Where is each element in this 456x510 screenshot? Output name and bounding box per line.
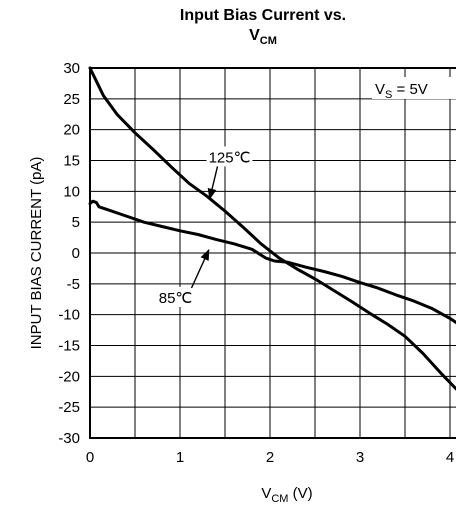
y-tick-label: 5 [72,214,80,231]
y-tick-label: 15 [63,153,80,170]
x-axis-label: VCM (V) [261,485,312,505]
chart-title-line1: Input Bias Current vs. [180,7,346,24]
annotation-arrow [207,166,219,200]
annotation-label-bg [206,146,253,167]
y-tick-label: 0 [72,245,80,262]
y-axis-label: INPUT BIAS CURRENT (pA) [28,157,45,350]
y-tick-label: 10 [63,183,80,200]
plot-frame [89,67,456,439]
condition-label: VS = 5V [375,81,428,101]
y-axis-ticks: 30 25 20 15 10 5 0 -5 -10 -15 -20 -25 -30 [58,60,80,447]
y-tick-label: -15 [58,338,80,355]
y-tick-label: -30 [58,430,80,447]
x-tick-label: 3 [356,449,364,466]
series-line-85c [88,199,456,325]
annotations: 125℃ 85℃ [152,146,253,308]
x-tick-label: 4 [446,449,454,466]
y-tick-label: -10 [58,307,80,324]
annotation-arrow [190,248,210,289]
series-layer [88,66,456,391]
annotation-label: 125℃ [209,149,251,166]
x-tick-label: 0 [86,449,94,466]
annotation-label-bg [152,287,199,308]
x-tick-label: 1 [176,449,184,466]
y-tick-label: 30 [63,60,80,77]
y-tick-label: 25 [63,91,80,108]
x-tick-label: 2 [266,449,274,466]
y-tick-label: 20 [63,122,80,139]
y-tick-label: -5 [67,276,80,293]
chart-title-line2: VCM [249,27,277,47]
y-tick-label: -25 [58,399,80,416]
series-line-125c [88,66,456,391]
x-axis-ticks: 0 1 2 3 4 [86,449,454,466]
annotation-label: 85℃ [159,290,193,307]
condition-label-bg [372,77,456,99]
y-tick-label: -20 [58,368,80,385]
